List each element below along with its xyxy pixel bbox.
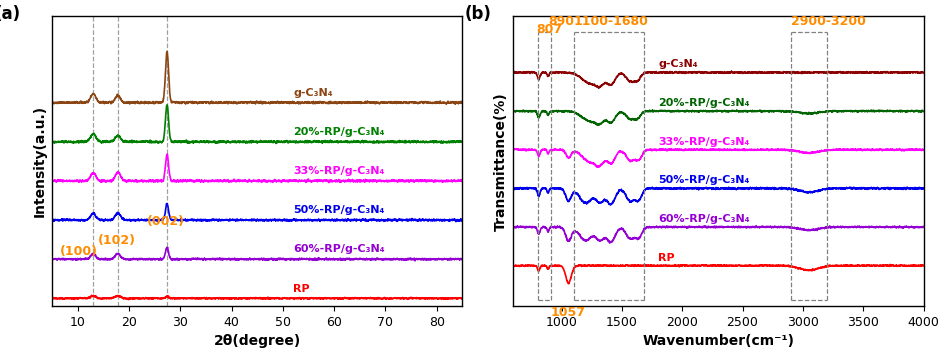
Text: 807: 807 <box>535 23 562 36</box>
Text: g-C₃N₄: g-C₃N₄ <box>657 59 697 69</box>
Text: RP: RP <box>293 284 310 293</box>
Text: 1057: 1057 <box>550 306 585 319</box>
X-axis label: Wavenumber(cm⁻¹): Wavenumber(cm⁻¹) <box>642 335 794 348</box>
Text: (a): (a) <box>0 5 21 23</box>
Text: 60%-RP/g-C₃N₄: 60%-RP/g-C₃N₄ <box>657 214 749 224</box>
Text: RP: RP <box>657 252 674 263</box>
Y-axis label: Transmittance(%): Transmittance(%) <box>494 92 507 231</box>
Text: 20%-RP/g-C₃N₄: 20%-RP/g-C₃N₄ <box>293 127 384 137</box>
Text: (b): (b) <box>464 5 491 23</box>
Text: 890: 890 <box>548 15 574 28</box>
Text: 33%-RP/g-C₃N₄: 33%-RP/g-C₃N₄ <box>293 166 384 176</box>
Text: (002): (002) <box>147 215 185 228</box>
Text: 33%-RP/g-C₃N₄: 33%-RP/g-C₃N₄ <box>657 137 749 147</box>
Text: 60%-RP/g-C₃N₄: 60%-RP/g-C₃N₄ <box>293 245 384 255</box>
Text: (102): (102) <box>98 234 136 247</box>
Text: 20%-RP/g-C₃N₄: 20%-RP/g-C₃N₄ <box>657 98 749 108</box>
Y-axis label: Intensity(a.u.): Intensity(a.u.) <box>33 105 46 217</box>
Text: 1100-1680: 1100-1680 <box>573 15 648 28</box>
Text: g-C₃N₄: g-C₃N₄ <box>293 88 332 98</box>
X-axis label: 2θ(degree): 2θ(degree) <box>213 335 300 348</box>
Text: 2900-3200: 2900-3200 <box>790 15 865 28</box>
Text: 50%-RP/g-C₃N₄: 50%-RP/g-C₃N₄ <box>657 175 749 185</box>
Text: 50%-RP/g-C₃N₄: 50%-RP/g-C₃N₄ <box>293 205 384 215</box>
Text: (100): (100) <box>59 245 98 258</box>
